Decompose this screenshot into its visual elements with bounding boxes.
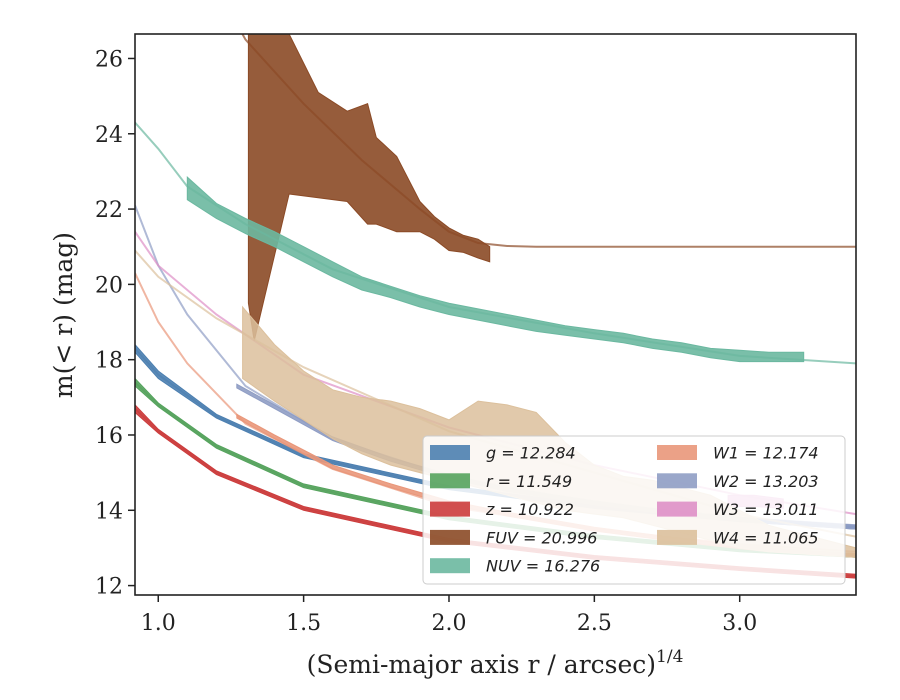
series-fuv-band	[247, 34, 491, 342]
legend-swatch-g	[430, 445, 470, 460]
legend-label-w3: W3 = 13.011	[713, 500, 819, 519]
x-tick-label: 1.0	[141, 611, 176, 636]
y-tick-label: 14	[95, 499, 123, 524]
legend-label-nuv: NUV = 16.276	[486, 557, 600, 576]
legend-swatch-fuv	[430, 529, 470, 545]
y-tick-label: 26	[95, 47, 123, 72]
legend-swatch-w3	[657, 501, 697, 517]
y-axis: 12 14 16 18 20 22 24 26	[95, 47, 135, 600]
x-tick-label: 2.5	[577, 611, 612, 636]
y-tick-label: 16	[95, 424, 123, 449]
x-axis-title-main: (Semi-major axis r / arcsec)	[307, 650, 656, 679]
y-tick-label: 24	[95, 123, 123, 148]
legend-box	[422, 435, 846, 585]
series-r-band	[135, 377, 856, 558]
y-tick-label: 22	[95, 198, 123, 223]
x-axis: 1.0 1.5 2.0 2.5 3.0	[141, 595, 757, 636]
series-nuv-model-line	[135, 121, 856, 365]
legend-swatch-w2	[657, 473, 697, 489]
legend-swatch-z	[430, 501, 470, 517]
x-tick-label: 1.5	[286, 611, 321, 636]
plot-frame	[134, 33, 857, 596]
legend-label-r: r = 11.549	[486, 472, 572, 491]
x-axis-title-superscript: 1/4	[656, 647, 683, 667]
series-z-band	[135, 404, 856, 579]
legend-swatch-r	[430, 473, 470, 489]
legend-label-w4: W4 = 11.065	[713, 528, 819, 547]
y-tick-label: 18	[95, 349, 123, 374]
legend-label-z: z = 10.922	[485, 500, 574, 519]
legend-swatch-w4	[657, 529, 697, 545]
legend-label-w1: W1 = 12.174	[713, 444, 819, 463]
y-axis-title: m(< r) (mag)	[49, 232, 78, 398]
legend-label-g: g = 12.284	[486, 444, 576, 463]
legend-swatch-w1	[657, 445, 697, 460]
y-tick-label: 12	[95, 575, 123, 600]
x-tick-label: 2.0	[431, 611, 466, 636]
legend-label-fuv: FUV = 20.996	[486, 528, 597, 547]
legend-swatch-nuv	[430, 558, 470, 574]
y-tick-label: 20	[95, 273, 123, 298]
x-tick-label: 3.0	[722, 611, 757, 636]
legend-label-w2: W2 = 13.203	[713, 472, 819, 491]
x-axis-title: (Semi-major axis r / arcsec)1/4	[307, 647, 684, 679]
series-nuv-band	[186, 175, 805, 363]
series-fuv-model-line	[241, 34, 856, 248]
legend: g = 12.284 r = 11.549 z = 10.922 FUV = 20.9…	[422, 435, 846, 585]
